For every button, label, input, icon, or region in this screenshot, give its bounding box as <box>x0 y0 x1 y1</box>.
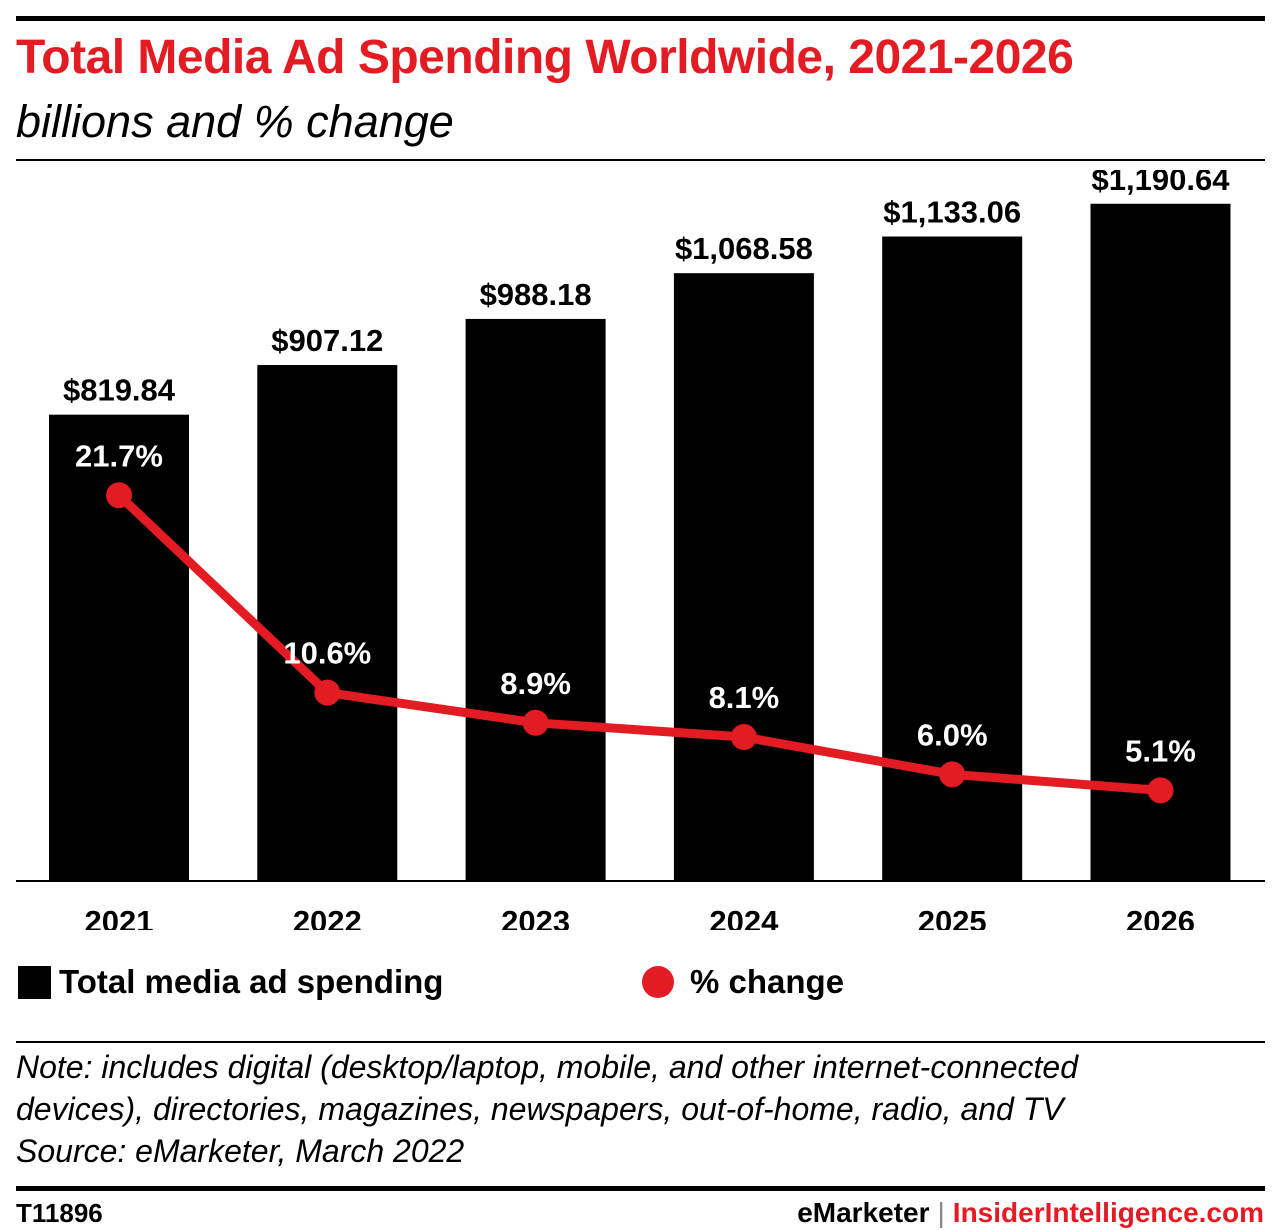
legend-square-icon <box>18 965 51 999</box>
bar-label-2022: $907.12 <box>271 323 383 358</box>
chart-title: Total Media Ad Spending Worldwide, 2021-… <box>16 31 1074 84</box>
legend-label-change: % change <box>690 963 845 1000</box>
percent-line-layer: 21.7% 10.6% 8.9% 8.1% 6.0% 5.1% <box>75 438 1196 804</box>
chart-id: T11896 <box>16 1198 103 1228</box>
note-line-2: devices), directories, magazines, newspa… <box>16 1091 1064 1127</box>
bar-label-2025: $1,133.06 <box>883 195 1021 230</box>
footer-rule <box>16 1186 1265 1191</box>
change-label-2026: 5.1% <box>1125 733 1196 768</box>
legend-item-change: % change <box>642 963 844 1001</box>
source-line: Source: eMarketer, March 2022 <box>16 1133 465 1169</box>
bar-label-2026: $1,190.64 <box>1092 170 1231 197</box>
x-tick-2022: 2022 <box>293 904 362 930</box>
x-tick-2026: 2026 <box>1126 904 1195 930</box>
change-label-2024: 8.1% <box>709 680 780 715</box>
chart-area: $819.84 $907.12 $988.18 $1,068.58 $1,133.06 $… <box>16 170 1265 930</box>
change-label-2021: 21.7% <box>75 438 163 473</box>
legend-dot-icon <box>642 966 674 998</box>
change-point-2021 <box>106 482 132 509</box>
title-divider <box>16 159 1265 161</box>
x-tick-2021: 2021 <box>85 904 154 930</box>
bar-labels-layer: $819.84 $907.12 $988.18 $1,068.58 $1,133.06 $… <box>63 170 1230 408</box>
change-label-2023: 8.9% <box>500 666 571 701</box>
brand-emarketer: eMarketer <box>797 1197 930 1228</box>
percent-change-line <box>114 490 1165 795</box>
brand-insider-intelligence: InsiderIntelligence.com <box>952 1197 1264 1228</box>
change-point-2025 <box>939 761 966 788</box>
bar-2026 <box>1090 203 1231 881</box>
bar-2024 <box>673 273 814 881</box>
footer-brand: eMarketer | InsiderIntelligence.com <box>797 1197 1264 1229</box>
bar-label-2024: $1,068.58 <box>675 231 813 266</box>
legend-item-spending: Total media ad spending <box>18 963 443 1001</box>
chart-subtitle: billions and % change <box>16 96 454 147</box>
note-divider <box>16 1041 1265 1043</box>
bar-2023 <box>465 318 606 881</box>
change-point-2022 <box>314 679 341 706</box>
x-tick-2024: 2024 <box>709 904 779 930</box>
change-point-2023 <box>522 709 549 736</box>
change-point-2024 <box>730 724 757 751</box>
change-label-2022: 10.6% <box>283 636 371 671</box>
bar-label-2021: $819.84 <box>63 373 176 408</box>
x-axis: 2021 2022 2023 2024 2025 2026 <box>16 880 1265 930</box>
bar-label-2023: $988.18 <box>480 277 592 312</box>
legend-label-spending: Total media ad spending <box>59 963 444 1000</box>
brand-separator: | <box>937 1197 945 1228</box>
chart-note: Note: includes digital (desktop/laptop, … <box>16 1046 1266 1172</box>
x-tick-2025: 2025 <box>918 904 987 930</box>
change-point-2026 <box>1147 777 1174 804</box>
bar-2022 <box>257 365 398 881</box>
top-rule <box>16 16 1265 21</box>
note-line-1: Note: includes digital (desktop/laptop, … <box>16 1049 1078 1085</box>
change-label-2025: 6.0% <box>917 717 988 752</box>
x-tick-2023: 2023 <box>501 904 570 930</box>
